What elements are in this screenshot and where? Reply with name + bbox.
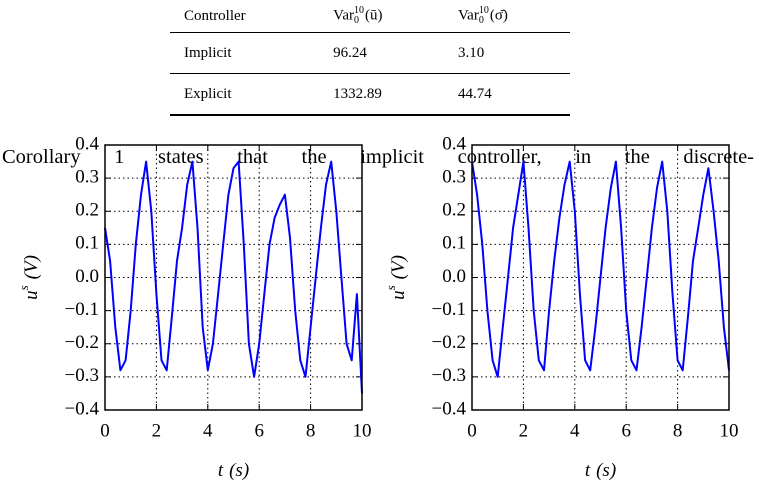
y-label-unit: (V): [388, 255, 409, 279]
sup: 10: [478, 5, 489, 16]
y-tick-label: −0.1: [432, 299, 466, 320]
y-tick-label: −0.2: [432, 332, 466, 353]
row: Implicit 96.24 3.10: [170, 33, 570, 74]
y-axis-label: us (V): [383, 255, 409, 300]
y-tick-label: 0.0: [442, 266, 466, 287]
paragraph: Corollary 1 states that the implicit con…: [2, 146, 754, 168]
x-tick-label: 4: [203, 420, 213, 441]
y-label-var: u: [388, 290, 409, 300]
header-base: Var: [333, 7, 354, 24]
header-cell: Var 10 0 (ū): [319, 0, 444, 33]
y-label-sup: s: [383, 285, 398, 290]
sub: 0: [478, 15, 484, 26]
sup: 10: [353, 5, 364, 16]
x-label-var: t: [585, 460, 591, 481]
x-label-var: t: [218, 460, 224, 481]
x-tick-label: 8: [306, 420, 316, 441]
y-label-var: u: [21, 290, 42, 300]
x-tick-label: 8: [673, 420, 683, 441]
x-tick-label: 10: [353, 420, 372, 441]
header-cell: Controller: [170, 0, 319, 33]
header-cell: Var 10 0 (σ̄): [444, 0, 570, 33]
x-tick-label: 4: [570, 420, 580, 441]
y-tick-label: −0.3: [65, 365, 99, 386]
index-stack: 10 0: [479, 6, 489, 26]
cell: Explicit: [184, 85, 232, 102]
y-tick-label: −0.1: [65, 299, 99, 320]
x-tick-label: 10: [720, 420, 739, 441]
x-axis-label: t (s): [585, 460, 616, 481]
y-tick-label: 0.2: [75, 200, 99, 221]
results-table: Controller Var 10 0 (ū) Var 10 0 (σ̄) Implicit…: [170, 0, 570, 116]
signal-line: [104, 160, 363, 394]
y-tick-label: 0.4: [75, 133, 99, 154]
axes-frame: [104, 144, 363, 411]
header-arg: (σ̄): [489, 7, 508, 24]
x-axis-label: t (s): [218, 460, 249, 481]
row: Explicit 1332.89 44.74: [170, 74, 570, 115]
x-tick-label: 0: [100, 420, 110, 441]
y-tick-label: 0.3: [442, 166, 466, 187]
x-tick-label: 6: [254, 420, 264, 441]
header-arg: (ū): [364, 7, 383, 24]
x-tick-label: 0: [467, 420, 477, 441]
y-tick-label: 0.3: [75, 166, 99, 187]
x-tick-label: 2: [152, 420, 162, 441]
x-label-unit: (s): [229, 460, 249, 481]
cell: 96.24: [333, 44, 367, 61]
x-tick-label: 6: [621, 420, 631, 441]
y-tick-label: 0.2: [442, 200, 466, 221]
y-tick-label: 0.1: [75, 233, 99, 254]
cell: Implicit: [184, 44, 232, 61]
y-tick-label: −0.2: [65, 332, 99, 353]
sub: 0: [353, 15, 359, 26]
y-tick-label: −0.4: [65, 398, 100, 419]
header-row: Controller Var 10 0 (ū) Var 10 0 (σ̄): [170, 0, 570, 33]
y-tick-label: 0.1: [442, 233, 466, 254]
cell: 44.74: [458, 85, 492, 102]
header-base: Var: [458, 7, 479, 24]
y-tick-label: 0.0: [75, 266, 99, 287]
y-tick-label: −0.3: [432, 365, 466, 386]
cell: 1332.89: [333, 85, 382, 102]
signal-line: [471, 160, 730, 378]
header-text: Controller: [184, 7, 246, 24]
y-label-sup: s: [16, 285, 31, 290]
y-axis-label: us (V): [16, 255, 42, 300]
x-tick-label: 2: [519, 420, 529, 441]
index-stack: 10 0: [354, 6, 364, 26]
y-tick-label: 0.4: [442, 133, 466, 154]
cell: 3.10: [458, 44, 485, 61]
x-label-unit: (s): [596, 460, 616, 481]
y-tick-label: −0.4: [432, 398, 467, 419]
y-label-unit: (V): [21, 255, 42, 279]
axes-frame: [471, 144, 730, 411]
